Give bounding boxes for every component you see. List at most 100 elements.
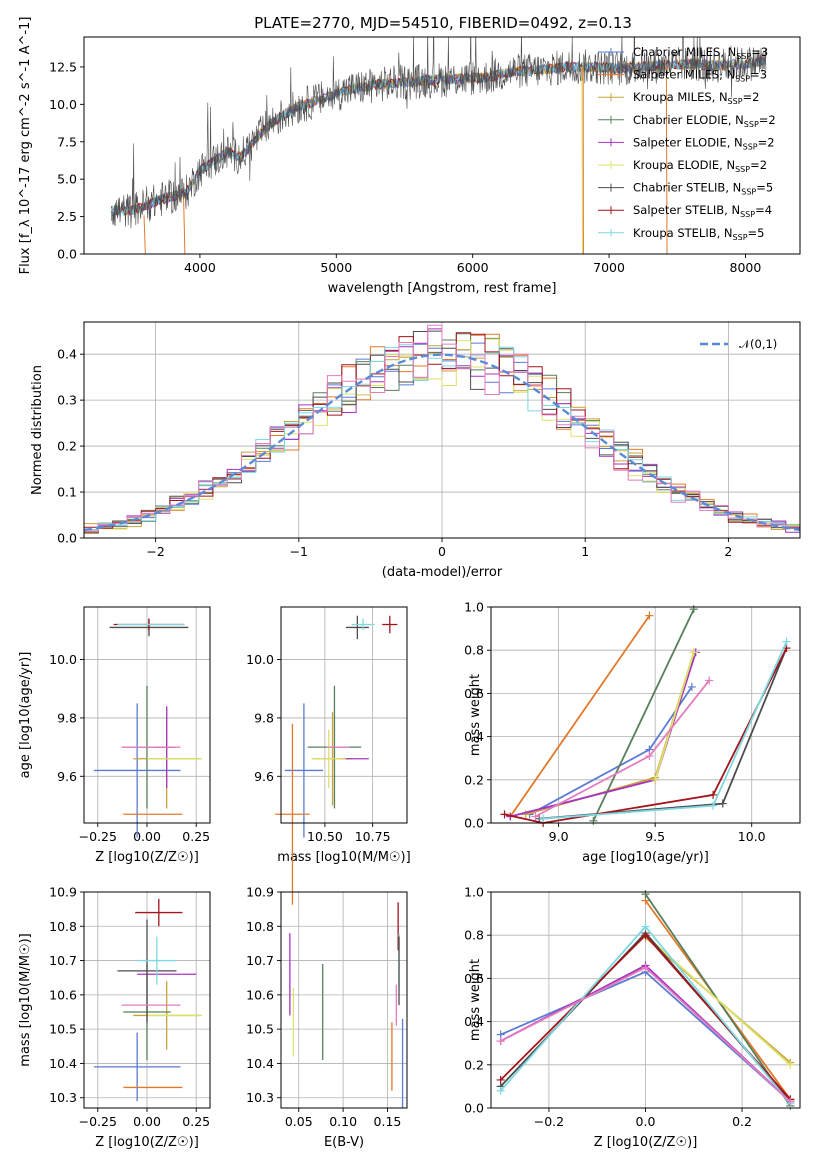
y-tick-label: 2.5 — [57, 209, 77, 224]
y-axis-label: mass weight — [468, 959, 483, 1041]
y-tick-label: 0.2 — [464, 772, 484, 787]
y-tick-label: 5.0 — [57, 172, 77, 187]
y-tick-label: 10.9 — [246, 885, 274, 900]
x-tick-label: 10.0 — [738, 829, 766, 844]
y-axis-label: Normed distribution — [30, 365, 45, 495]
mass_ebv-points — [289, 902, 404, 1108]
x-tick-label: −2 — [146, 544, 164, 559]
age_mass-points — [275, 615, 398, 905]
y-tick-label: 0.0 — [464, 816, 484, 831]
x-tick-label: 9.5 — [645, 829, 665, 844]
x-tick-label: 0.05 — [285, 1114, 313, 1129]
y-tick-label: 0.6 — [464, 971, 484, 986]
x-tick-label: 6000 — [457, 260, 489, 275]
x-tick-label: 8000 — [730, 260, 762, 275]
y-tick-label: 0.8 — [464, 928, 484, 943]
y-tick-label: 10.6 — [49, 987, 77, 1002]
x-tick-label: 2 — [724, 544, 732, 559]
y-axis-label: age [log10(age/yr)] — [18, 652, 33, 779]
legend-label: Kroupa MILES, NSSP=2 — [633, 90, 759, 106]
x-tick-label: 5000 — [320, 260, 352, 275]
x-tick-label: 0.10 — [329, 1114, 357, 1129]
age_Z-points — [93, 618, 203, 838]
y-tick-label: 0.2 — [464, 1057, 484, 1072]
x-axis-label: Z [log10(Z/Z☉)] — [95, 1135, 199, 1150]
y-tick-label: 10.3 — [246, 1090, 274, 1105]
x-tick-label: 9.0 — [549, 829, 569, 844]
y-tick-label: 10.7 — [246, 953, 274, 968]
y-tick-label: 10.7 — [49, 953, 77, 968]
weight-marker — [589, 816, 598, 825]
y-tick-label: 10.4 — [246, 1056, 274, 1071]
weight_age-axes: 9.0 9.5 10.0 0.0 0.2 0.4 0.6 0.8 1.0 age [log10(a… — [464, 600, 800, 865]
weight-marker — [641, 963, 650, 972]
y-tick-label: 0.0 — [464, 1101, 484, 1116]
spectrum-edge — [581, 66, 583, 254]
y-tick-label: 1.0 — [464, 885, 484, 900]
weight-marker — [782, 637, 791, 646]
y-tick-label: 0.4 — [464, 1014, 484, 1029]
weight-marker — [786, 1097, 795, 1106]
weight_Z-lines — [496, 890, 795, 1110]
weight_age-lines — [500, 605, 791, 827]
x-tick-label: 0.25 — [182, 1114, 210, 1129]
weight-line-chab_miles — [529, 686, 693, 816]
plot-frame — [83, 606, 211, 824]
legend-label: Kroupa STELIB, NSSP=5 — [633, 226, 764, 242]
legend: 𝒩(0,1) — [700, 337, 777, 351]
weight-marker — [641, 890, 650, 899]
x-axis-label: Z [log10(Z/Z☉)] — [594, 1135, 698, 1150]
weight_Z-axes: −0.2 0.0 0.2 0.0 0.2 0.4 0.6 0.8 1.0 Z [log10(Z/Z… — [464, 885, 800, 1150]
y-tick-label: 10.3 — [49, 1090, 77, 1105]
weight-line-chab_elodie — [592, 608, 695, 822]
weight-marker — [705, 676, 714, 685]
y-tick-label: 0.0 — [57, 531, 77, 546]
y-tick-label: 9.6 — [57, 769, 77, 784]
y-tick-label: 10.4 — [49, 1056, 77, 1071]
weight-marker — [718, 799, 727, 808]
legend-label: Chabrier MILES, NSSP=3 — [633, 45, 768, 61]
x-axis-label: mass [log10(M/M☉)] — [277, 850, 410, 865]
y-tick-label: 10.0 — [246, 652, 274, 667]
spectrum-axes: 4000 5000 6000 7000 8000 0.0 2.5 5.0 7.5 10.0 12.5… — [49, 59, 761, 296]
y-axis-label: mass [log10(M/M☉)] — [18, 933, 33, 1066]
x-axis-label: E(B-V) — [324, 1135, 364, 1150]
y-tick-label: 0.8 — [464, 643, 484, 658]
plot-frame — [83, 36, 801, 255]
spectrum-edge — [183, 197, 186, 254]
x-axis-label: (data-model)/error — [382, 565, 503, 580]
x-tick-label: 0.25 — [182, 829, 210, 844]
age_Z-axes: −0.25 0.00 0.25 9.6 9.8 10.0 Z [log10(Z/Z☉)] — [49, 607, 210, 865]
histograms — [84, 324, 800, 534]
weight-marker — [689, 605, 698, 614]
x-tick-label: 10.75 — [355, 829, 391, 844]
y-tick-label: 9.8 — [57, 710, 77, 725]
weight-line-krou_elodie — [644, 934, 791, 1066]
x-tick-label: 0.15 — [374, 1114, 402, 1129]
weight-marker — [645, 752, 654, 761]
legend-label: Salpeter MILES, NSSP=3 — [633, 68, 767, 84]
y-tick-label: 0.1 — [57, 485, 77, 500]
x-tick-label: 0.0 — [636, 1114, 656, 1129]
y-tick-label: 9.8 — [254, 710, 274, 725]
weight-marker — [500, 810, 509, 819]
x-tick-label: 4000 — [184, 260, 216, 275]
y-tick-label: 9.6 — [254, 769, 274, 784]
y-tick-label: 0.3 — [57, 393, 77, 408]
x-tick-label: 0.2 — [732, 1114, 752, 1129]
weight-marker — [641, 922, 650, 931]
legend-label: Chabrier ELODIE, NSSP=2 — [633, 113, 776, 129]
y-tick-label: 10.6 — [246, 987, 274, 1002]
x-tick-label: −1 — [290, 544, 308, 559]
chart-title: PLATE=2770, MJD=54510, FIBERID=0492, z=0… — [254, 14, 632, 32]
plot-frame — [490, 606, 801, 824]
x-tick-label: 10.50 — [307, 829, 343, 844]
plot-frame — [83, 321, 801, 539]
y-tick-label: 10.8 — [246, 919, 274, 934]
x-axis-label: wavelength [Angstrom, rest frame] — [328, 281, 557, 296]
weight-marker — [709, 790, 718, 799]
y-tick-label: 0.0 — [57, 247, 77, 262]
legend: Chabrier MILES, NSSP=3 Salpeter MILES, NS… — [598, 45, 776, 242]
y-axis-label: mass weight — [468, 674, 483, 756]
